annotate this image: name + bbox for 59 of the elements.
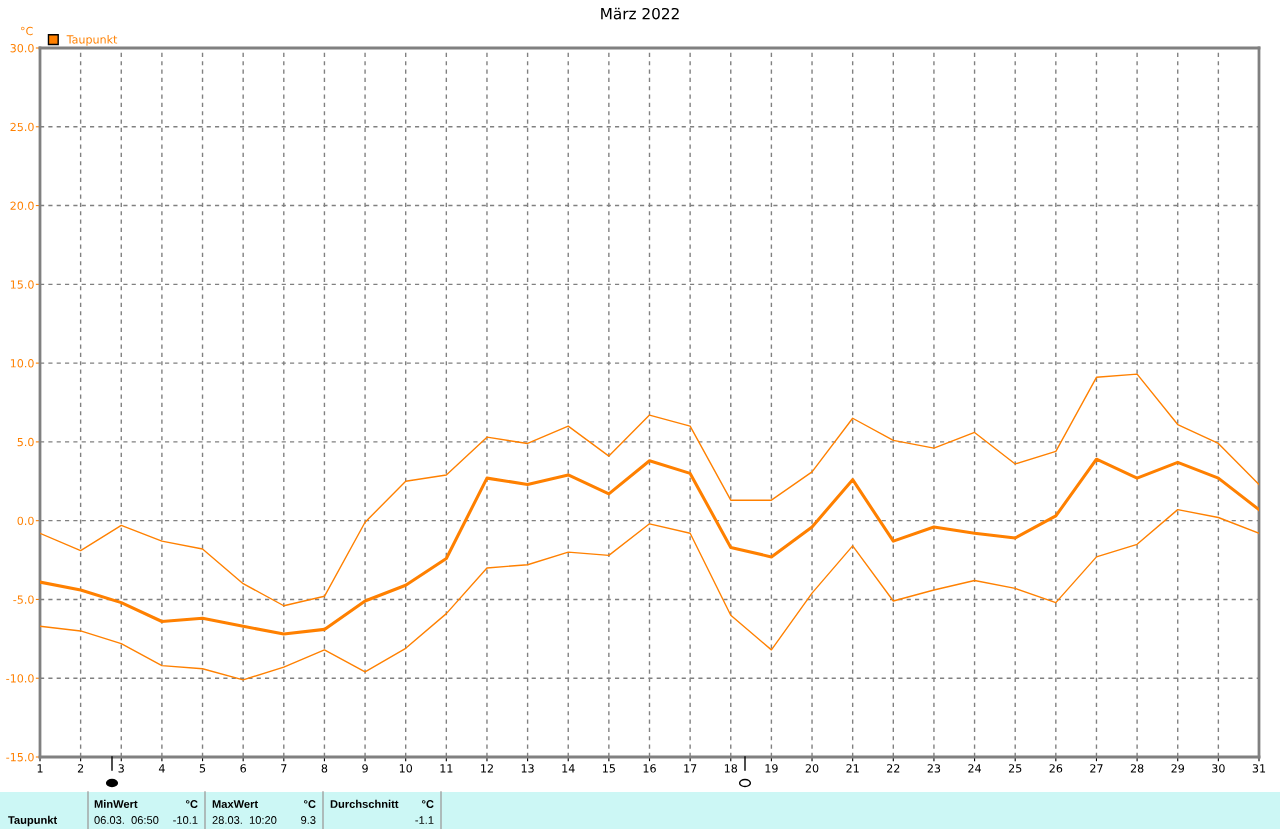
x-tick-label: 28 [1130,764,1144,773]
x-tick-label: 22 [887,764,900,773]
text: -10.1 [173,816,198,824]
y-tick-label: 30.0 [10,43,34,53]
y-tick-label: -10.0 [6,674,34,683]
x-tick-label: 26 [1049,764,1063,773]
text: Taupunkt [8,815,58,827]
y-tick-label: 10.0 [10,359,34,368]
text: MinWert [94,799,138,808]
x-tick-label: 15 [603,764,615,773]
x-tick-label: 20 [805,764,819,773]
y-tick-label: 20.0 [10,201,34,210]
x-tick-label: 31 [1252,764,1266,773]
y-tick-label: -15.0 [6,752,34,762]
x-tick-label: 14 [562,764,575,773]
x-tick-label: 16 [643,764,656,773]
x-tick-label: 30 [1212,764,1225,773]
x-tick-label: 11 [440,764,453,773]
x-tick-label: 24 [968,764,982,773]
line-series [40,457,1259,636]
text: 06.03. 06:50 [94,816,159,824]
y-tick-label: 25.0 [10,122,34,132]
x-tick-label: 8 [321,764,328,773]
x-tick-label: 19 [765,764,778,773]
x-tick-label: 10 [399,764,413,773]
text: -1.1 [415,816,434,824]
x-tick-label: 18 [724,764,738,773]
x-tick-label: 9 [362,764,368,773]
text: 28.03. 10:20 [212,816,277,824]
x-tick-label: 3 [118,764,124,773]
x-tick-label: 23 [927,764,941,773]
x-tick-label: 2 [77,764,84,773]
y-tick-label: 5.0 [17,437,34,447]
x-tick-label: 21 [846,764,859,773]
x-tick-label: 12 [481,764,493,773]
text: °C [422,800,434,808]
x-tick-label: 5 [199,764,206,773]
text: °C [186,800,198,808]
x-tick-label: 17 [684,764,697,773]
text: MaxWert [212,800,258,808]
y-tick-label: 15.0 [10,280,34,289]
line-series [40,508,1259,681]
x-tick-label: 4 [158,764,165,773]
x-tick-label: 1 [37,764,43,773]
chart-title: März 2022 [601,7,679,20]
x-tick-label: 7 [281,764,287,773]
y-axis-title: °C [21,26,33,36]
x-tick-label: 13 [521,764,534,773]
y-tick-label: 0.0 [17,516,34,526]
legend-label: Taupunkt [66,35,118,46]
x-tick-label: 27 [1090,764,1103,773]
x-tick-label: 25 [1008,764,1022,773]
x-tick-label: 6 [240,764,246,773]
line-series [40,373,1259,607]
y-tick-label: -5.0 [13,595,34,604]
text: °C [304,800,316,808]
text: Durchschnitt [330,799,399,808]
x-tick-label: 29 [1171,764,1185,773]
text: 9.3 [301,816,316,824]
